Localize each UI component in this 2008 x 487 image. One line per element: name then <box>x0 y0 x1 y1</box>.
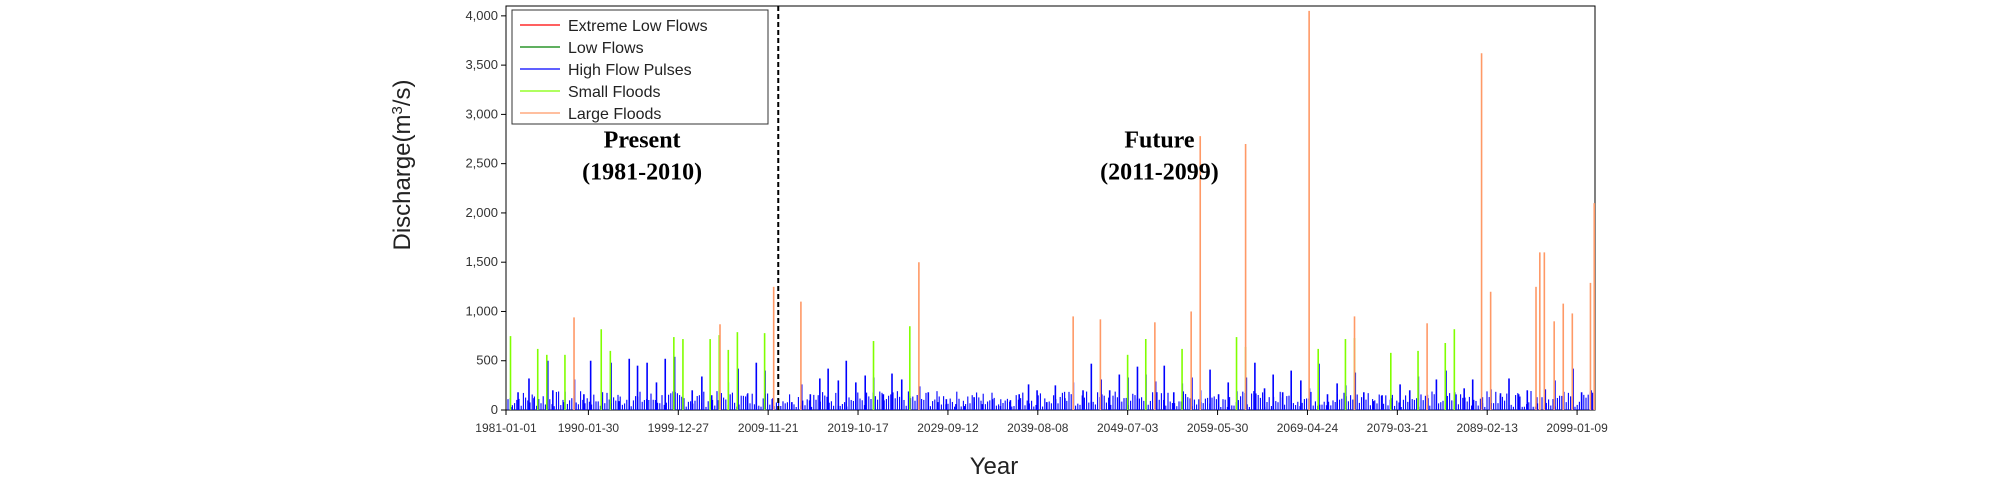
y-tick-label: 4,000 <box>465 8 498 23</box>
x-axis-title: Year <box>970 453 1019 480</box>
present-period-label: Present <box>604 128 681 154</box>
legend-label-small-floods: Small Floods <box>568 84 660 101</box>
legend-label-large-floods: Large Floods <box>568 106 661 123</box>
x-tick-label: 1981-01-01 <box>475 421 537 435</box>
legend-label-high-flow-pulses: High Flow Pulses <box>568 62 692 79</box>
x-tick-label: 2089-02-13 <box>1457 421 1519 435</box>
y-tick-label: 2,000 <box>465 205 498 220</box>
y-tick-label: 3,000 <box>465 106 498 121</box>
x-tick-label: 2079-03-21 <box>1367 421 1429 435</box>
x-tick-label: 2009-11-21 <box>738 421 799 435</box>
y-tick-label: 500 <box>476 353 498 368</box>
x-tick-label: 2099-01-09 <box>1546 421 1608 435</box>
y-tick-label: 2,500 <box>465 156 498 171</box>
x-tick-label: 2069-04-24 <box>1277 421 1339 435</box>
x-tick-label: 2039-08-08 <box>1007 421 1069 435</box>
y-axis-title-end: /s) <box>389 79 416 106</box>
future-period-range: (2011-2099) <box>1100 160 1219 186</box>
legend-box <box>511 9 769 125</box>
legend-label-low-flows: Low Flows <box>568 40 644 57</box>
y-axis-title: Discharge(m3/s) <box>389 79 416 250</box>
x-tick-label: 2049-07-03 <box>1097 421 1159 435</box>
y-tick-label: 1,000 <box>465 303 498 318</box>
x-tick-label: 1999-12-27 <box>648 421 710 435</box>
flow-bars <box>509 10 1596 410</box>
x-axis: 1981-01-01 1990-01-30 1999-12-27 2009-11-21… <box>475 410 1608 435</box>
present-period-range: (1981-2010) <box>582 160 702 186</box>
y-axis-title-main: Discharge(m <box>389 114 416 250</box>
x-tick-label: 2019-10-17 <box>827 421 889 435</box>
x-tick-label: 1990-01-30 <box>558 421 620 435</box>
y-tick-label: 0 <box>491 402 498 417</box>
legend-label-extreme-low-flows: Extreme Low Flows <box>568 18 708 35</box>
y-tick-label: 3,500 <box>465 57 498 72</box>
x-tick-label: 2029-09-12 <box>917 421 979 435</box>
future-period-label: Future <box>1124 128 1195 154</box>
y-axis: 0 500 1,000 1,500 2,000 2,500 3,000 3,500 4,000 <box>465 8 506 417</box>
y-tick-label: 1,500 <box>465 254 498 269</box>
y-axis-title-sup: 3 <box>389 106 406 114</box>
x-tick-label: 2059-05-30 <box>1187 421 1249 435</box>
legend: Extreme Low Flows Low Flows High Flow Pu… <box>511 9 769 125</box>
